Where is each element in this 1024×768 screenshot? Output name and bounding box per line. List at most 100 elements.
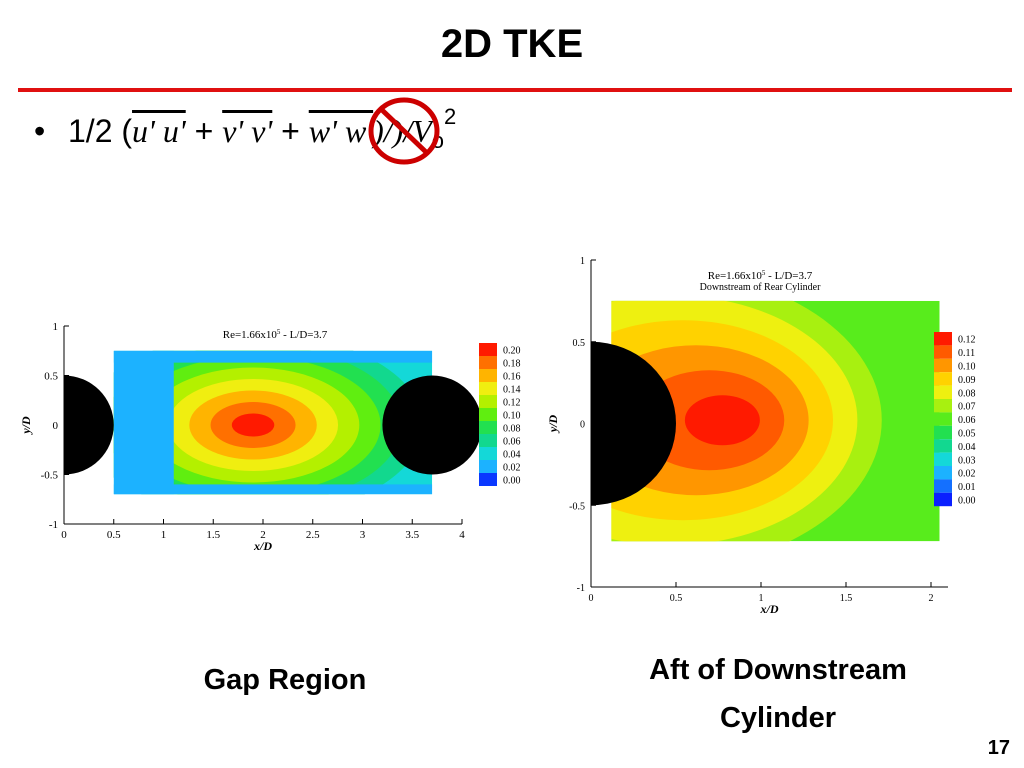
legend-swatch — [479, 473, 497, 486]
legend-label: 0.08 — [503, 423, 521, 434]
x-tick-label: 2 — [260, 529, 266, 541]
legend-label: 0.00 — [503, 475, 521, 486]
legend-swatch — [934, 452, 952, 466]
x-tick-label: 3.5 — [405, 529, 419, 541]
y-axis-label: y/D — [19, 416, 33, 436]
legend-label: 0.05 — [958, 429, 976, 440]
page-number: 17 — [987, 737, 1010, 759]
bullet-dot: • — [34, 113, 46, 149]
legend-label: 0.02 — [958, 469, 976, 480]
x-tick-label: 4 — [459, 529, 465, 541]
cylinder — [382, 375, 482, 475]
legend-label: 0.11 — [958, 348, 975, 359]
legend-label: 0.14 — [503, 384, 521, 395]
plot-title: Re=1.66x105 - L/D=3.7 — [708, 269, 813, 282]
plus-1: + — [194, 113, 214, 149]
legend-swatch — [479, 395, 497, 408]
legend-swatch — [934, 385, 952, 399]
y-tick-label: 0 — [53, 420, 59, 432]
legend-label: 0.00 — [958, 496, 976, 507]
legend-swatch — [934, 412, 952, 426]
downstream-plot: 0 0.5 1 1.5 2 -1 -0.5 0 0.5 1 x/D y/D Re=1.66x105 - … — [506, 208, 1008, 636]
x-tick-label: 1.5 — [840, 593, 853, 604]
gap-region-svg: 0 0.5 1 1.5 2 2.5 3 3.5 4 -1 -0.5 0 0.5 1 x/D y/D Re=1.6… — [0, 282, 521, 564]
legend-swatch — [934, 372, 952, 386]
velocity-exponent: 2 — [444, 104, 457, 129]
legend-label: 0.04 — [503, 449, 521, 460]
plot-margin-left — [528, 208, 591, 627]
gap-region-plot: 0 0.5 1 1.5 2 2.5 3 3.5 4 -1 -0.5 0 0.5 1 x/D y/D Re=1.6… — [0, 282, 530, 564]
formula-prefix: 1/2 ( — [68, 113, 133, 149]
y-tick-label: 0 — [580, 420, 585, 431]
y-axis-label: y/D — [546, 415, 560, 435]
legend-label: 0.16 — [503, 371, 521, 382]
legend-label: 0.09 — [958, 375, 976, 386]
y-tick-label: 0.5 — [573, 338, 586, 349]
prohibited-icon — [368, 97, 440, 165]
legend-label: 0.18 — [503, 358, 521, 369]
gap-region-caption: Gap Region — [203, 664, 367, 696]
legend-label: 0.12 — [958, 335, 976, 346]
x-tick-label: 2.5 — [306, 529, 320, 541]
downstream-caption: Aft of Downstream Cylinder — [600, 646, 956, 742]
contour-field — [113, 350, 433, 495]
downstream-svg: 0 0.5 1 1.5 2-1-0.500.51x/Dy/DRe=1.66x105 - … — [506, 208, 976, 627]
contour-level — [231, 413, 275, 437]
x-tick-label: 1 — [759, 593, 764, 604]
y-tick-label: -0.5 — [569, 501, 585, 512]
legend-label: 0.07 — [958, 402, 976, 413]
legend-swatch — [934, 492, 952, 507]
y-tick-label: -1 — [577, 583, 585, 594]
legend-label: 0.12 — [503, 397, 521, 408]
x-tick-label: 0.5 — [670, 593, 683, 604]
legend-swatch — [479, 356, 497, 369]
legend-swatch — [934, 479, 952, 493]
slide-title: 2D TKE — [440, 22, 584, 66]
legend-swatch — [479, 408, 497, 421]
legend-swatch — [934, 332, 952, 346]
shear-band-top — [113, 350, 433, 363]
plus-2: + — [281, 113, 300, 149]
tke-formula: 1/2 (u' u' + v' v' + w' w')/)/Vo2 — [68, 104, 456, 153]
plot-margin-left — [0, 282, 64, 564]
legend-swatch — [934, 425, 952, 440]
legend-swatch — [479, 382, 497, 395]
legend-label: 0.01 — [958, 482, 976, 493]
shear-band-bottom — [113, 484, 433, 495]
x-axis-label: x/D — [760, 602, 779, 616]
legend-swatch — [479, 460, 497, 473]
velocity-symbol: V — [412, 113, 432, 149]
legend-label: 0.10 — [503, 410, 521, 421]
term-vv: v' v' — [222, 113, 273, 149]
term-uu: u' u' — [132, 113, 186, 149]
legend-label: 0.08 — [958, 388, 976, 399]
term-ww: w' w' — [308, 113, 374, 149]
y-tick-label: 1 — [580, 256, 585, 267]
legend-swatch — [934, 345, 952, 359]
legend-swatch — [479, 421, 497, 434]
legend-label: 0.02 — [503, 462, 521, 473]
legend-swatch — [934, 358, 952, 373]
title-rule — [18, 88, 1012, 92]
legend-swatch — [479, 343, 497, 356]
contour-level — [684, 395, 760, 446]
legend-swatch — [479, 447, 497, 460]
legend-swatch — [934, 439, 952, 453]
x-tick-label: 0 — [61, 529, 67, 541]
shear-band-left — [113, 350, 174, 495]
x-tick-label: 0 — [589, 593, 594, 604]
bullet-formula: • 1/2 (u' u' + v' v' + w' w')/)/Vo2 — [34, 104, 456, 154]
plot-title: Re=1.66x105 - L/D=3.7 — [223, 328, 328, 341]
x-tick-label: 1 — [161, 529, 167, 541]
legend-label: 0.10 — [958, 362, 976, 373]
y-tick-label: 1 — [53, 321, 59, 333]
legend-label: 0.06 — [503, 436, 521, 447]
x-tick-label: 0.5 — [107, 529, 121, 541]
y-tick-label: 0.5 — [44, 371, 58, 383]
legend-swatch — [479, 369, 497, 382]
x-tick-label: 1.5 — [206, 529, 220, 541]
x-axis-label: x/D — [253, 539, 272, 553]
x-tick-label: 3 — [360, 529, 366, 541]
y-tick-label: -0.5 — [41, 470, 59, 482]
y-tick-label: -1 — [49, 519, 58, 531]
